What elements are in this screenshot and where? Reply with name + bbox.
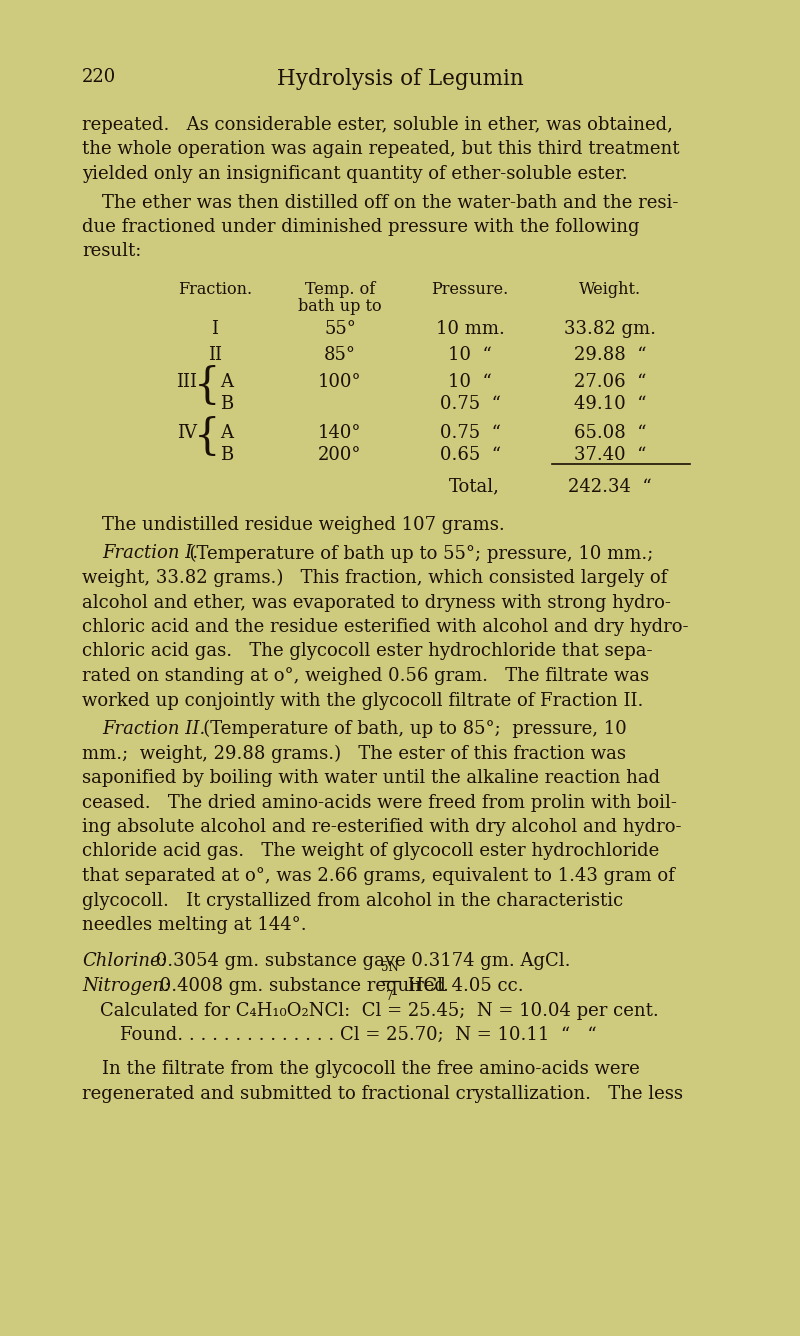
Text: 65.08  “: 65.08 “ (574, 424, 646, 441)
Text: Pressure.: Pressure. (431, 281, 509, 298)
Text: {: { (194, 415, 220, 457)
Text: 29.88  “: 29.88 “ (574, 346, 646, 365)
Text: chloric acid gas.   The glycocoll ester hydrochloride that sepa-: chloric acid gas. The glycocoll ester hy… (82, 643, 653, 660)
Text: 10  “: 10 “ (448, 373, 492, 391)
Text: mm.;  weight, 29.88 grams.)   The ester of this fraction was: mm.; weight, 29.88 grams.) The ester of … (82, 744, 626, 763)
Text: 10 mm.: 10 mm. (435, 321, 505, 338)
Text: In the filtrate from the glycocoll the free amino-acids were: In the filtrate from the glycocoll the f… (102, 1061, 640, 1078)
Text: Nitrogen:: Nitrogen: (82, 977, 170, 995)
Text: chloride acid gas.   The weight of glycocoll ester hydrochloride: chloride acid gas. The weight of glycoco… (82, 843, 659, 860)
Text: 0.3054 gm. substance gave 0.3174 gm. AgCl.: 0.3054 gm. substance gave 0.3174 gm. AgC… (150, 953, 570, 970)
Text: worked up conjointly with the glycocoll filtrate of Fraction II.: worked up conjointly with the glycocoll … (82, 692, 643, 709)
Text: (Temperature of bath up to 55°; pressure, 10 mm.;: (Temperature of bath up to 55°; pressure… (178, 545, 654, 562)
Text: 33.82 gm.: 33.82 gm. (564, 321, 656, 338)
Text: chloric acid and the residue esterified with alcohol and dry hydro-: chloric acid and the residue esterified … (82, 619, 689, 636)
Text: The ether was then distilled off on the water-bath and the resi-: The ether was then distilled off on the … (102, 194, 678, 211)
Text: 0.75  “: 0.75 “ (439, 424, 501, 441)
Text: The undistilled residue weighed 107 grams.: The undistilled residue weighed 107 gram… (102, 516, 505, 534)
Text: 7: 7 (386, 990, 394, 1003)
Text: glycocoll.   It crystallized from alcohol in the characteristic: glycocoll. It crystallized from alcohol … (82, 891, 623, 910)
Text: yielded only an insignificant quantity of ether-soluble ester.: yielded only an insignificant quantity o… (82, 166, 628, 183)
Text: 0.4008 gm. substance required 4.05 cc.: 0.4008 gm. substance required 4.05 cc. (154, 977, 524, 995)
Text: Chlorine:: Chlorine: (82, 953, 166, 970)
Text: 100°: 100° (318, 373, 362, 391)
Text: Calculated for C₄H₁₀O₂NCl:  Cl = 25.45;  N = 10.04 per cent.: Calculated for C₄H₁₀O₂NCl: Cl = 25.45; N… (100, 1002, 658, 1019)
Text: weight, 33.82 grams.)   This fraction, which consisted largely of: weight, 33.82 grams.) This fraction, whi… (82, 569, 667, 588)
Text: ceased.   The dried amino-acids were freed from prolin with boil-: ceased. The dried amino-acids were freed… (82, 794, 677, 811)
Text: B: B (220, 445, 234, 464)
Text: 49.10  “: 49.10 “ (574, 395, 646, 413)
Text: {: { (194, 365, 220, 407)
Text: II: II (208, 346, 222, 365)
Text: bath up to: bath up to (298, 298, 382, 315)
Text: the whole operation was again repeated, but this third treatment: the whole operation was again repeated, … (82, 140, 679, 159)
Text: Weight.: Weight. (579, 281, 641, 298)
Text: Fraction II.: Fraction II. (102, 720, 206, 737)
Text: 0.75  “: 0.75 “ (439, 395, 501, 413)
Text: Fraction.: Fraction. (178, 281, 252, 298)
Text: saponified by boiling with water until the alkaline reaction had: saponified by boiling with water until t… (82, 770, 660, 787)
Text: due fractioned under diminished pressure with the following: due fractioned under diminished pressure… (82, 218, 639, 236)
Text: 37.40  “: 37.40 “ (574, 445, 646, 464)
Text: Fraction I.: Fraction I. (102, 545, 198, 562)
Text: 27.06  “: 27.06 “ (574, 373, 646, 391)
Text: 5N: 5N (381, 961, 399, 974)
Text: 0.65  “: 0.65 “ (439, 445, 501, 464)
Text: repeated.   As considerable ester, soluble in ether, was obtained,: repeated. As considerable ester, soluble… (82, 116, 673, 134)
Text: Total,: Total, (449, 477, 500, 496)
Text: needles melting at 144°.: needles melting at 144°. (82, 916, 306, 934)
Text: 200°: 200° (318, 445, 362, 464)
Text: A: A (221, 424, 234, 441)
Text: Found. . . . . . . . . . . . . . Cl = 25.70;  N = 10.11  “   “: Found. . . . . . . . . . . . . . Cl = 25… (120, 1026, 597, 1043)
Text: A: A (221, 373, 234, 391)
Text: IV: IV (177, 424, 197, 441)
Text: I: I (211, 321, 218, 338)
Text: Hydrolysis of Legumin: Hydrolysis of Legumin (277, 68, 523, 90)
Text: rated on standing at o°, weighed 0.56 gram.   The filtrate was: rated on standing at o°, weighed 0.56 gr… (82, 667, 649, 685)
Text: (Temperature of bath, up to 85°;  pressure, 10: (Temperature of bath, up to 85°; pressur… (186, 720, 626, 739)
Text: 220: 220 (82, 68, 116, 86)
Text: alcohol and ether, was evaporated to dryness with strong hydro-: alcohol and ether, was evaporated to dry… (82, 593, 671, 612)
Text: result:: result: (82, 243, 142, 261)
Text: Temp. of: Temp. of (305, 281, 375, 298)
Text: 85°: 85° (324, 346, 356, 365)
Text: 55°: 55° (324, 321, 356, 338)
Text: HCl.: HCl. (402, 977, 449, 995)
Text: 10  “: 10 “ (448, 346, 492, 365)
Text: 242.34  “: 242.34 “ (568, 477, 652, 496)
Text: 140°: 140° (318, 424, 362, 441)
Text: B: B (220, 395, 234, 413)
Text: ing absolute alcohol and re-esterified with dry alcohol and hydro-: ing absolute alcohol and re-esterified w… (82, 818, 682, 836)
Text: III: III (177, 373, 198, 391)
Text: regenerated and submitted to fractional crystallization.   The less: regenerated and submitted to fractional … (82, 1085, 683, 1104)
Text: that separated at o°, was 2.66 grams, equivalent to 1.43 gram of: that separated at o°, was 2.66 grams, eq… (82, 867, 674, 884)
